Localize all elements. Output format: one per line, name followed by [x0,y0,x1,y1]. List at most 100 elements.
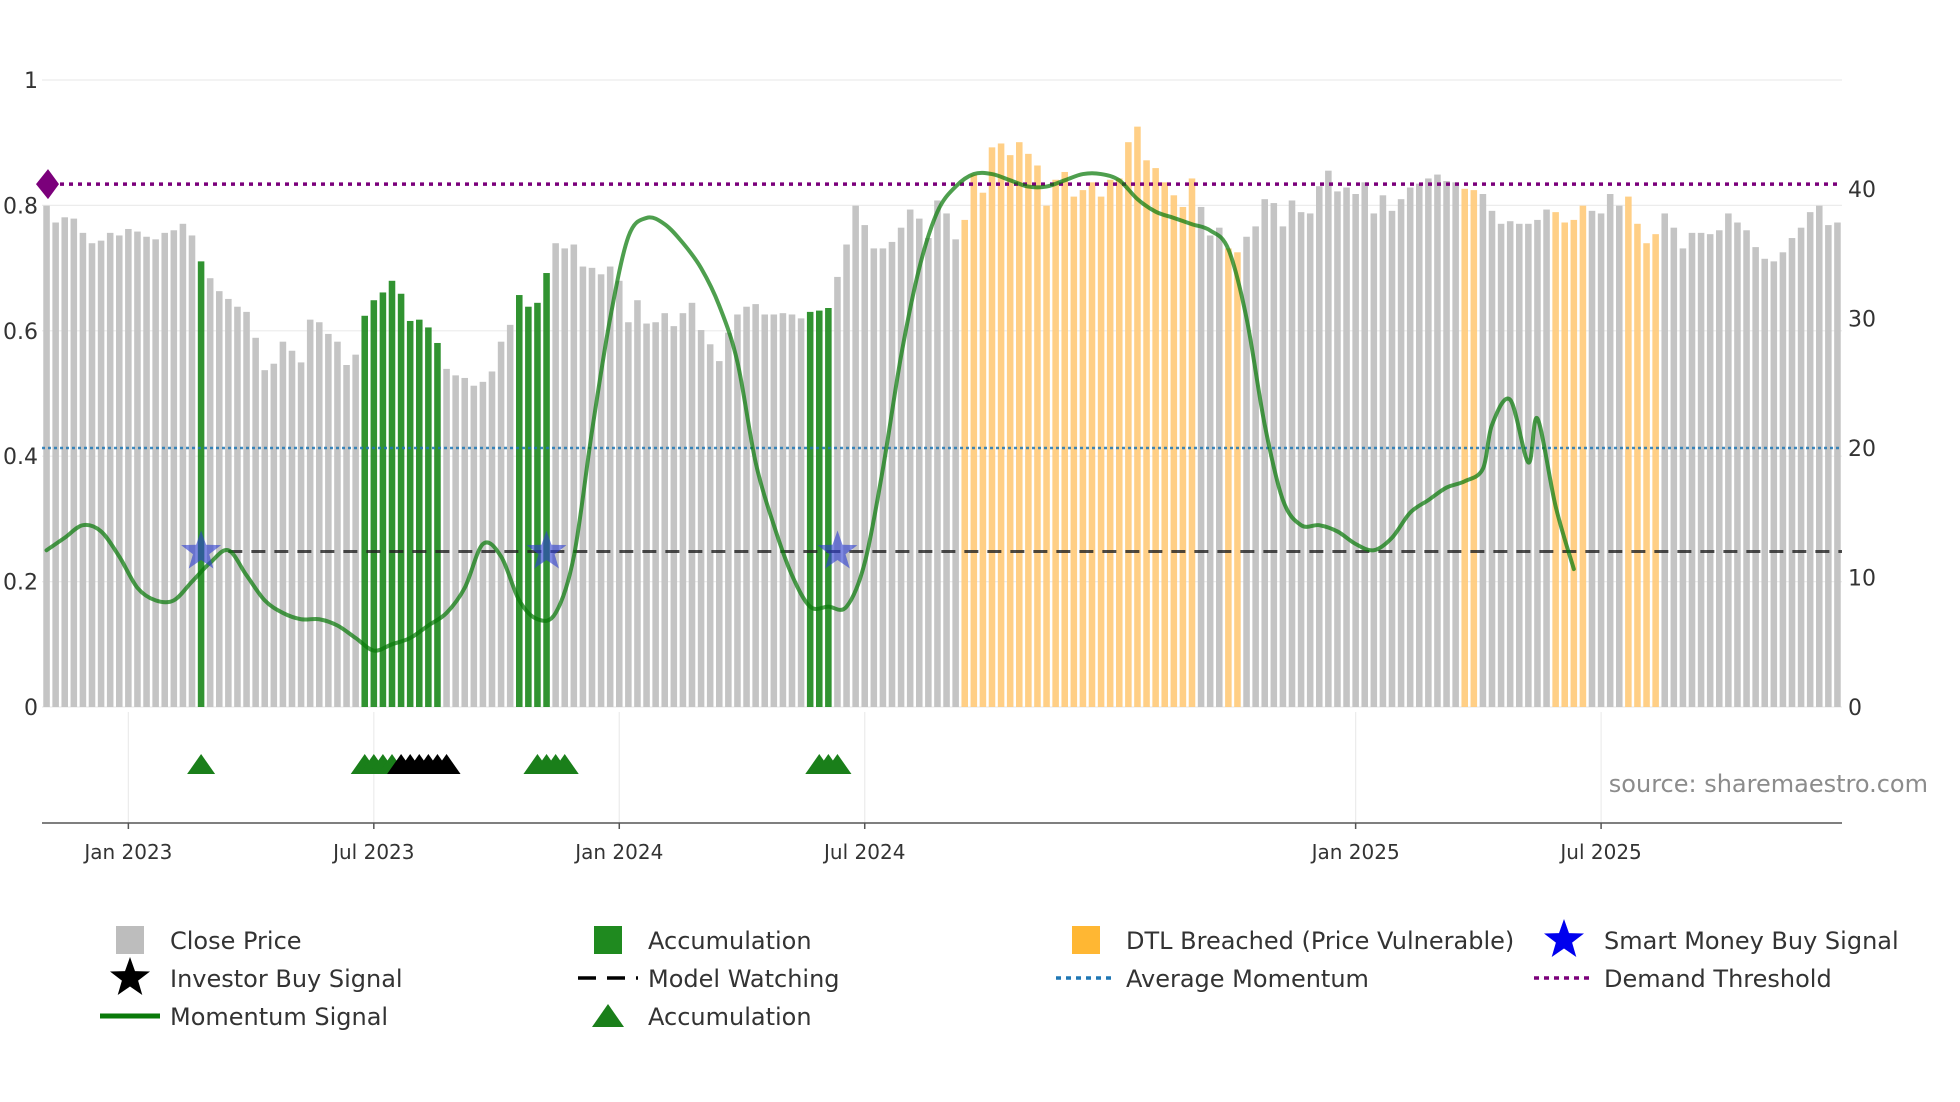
close-price-bar [143,236,150,707]
dtl-breached-bar [1061,171,1068,707]
close-price-bar [1661,213,1668,707]
accumulation-bar [543,273,550,707]
close-price-bar [570,244,578,708]
close-price-bar [1761,258,1768,707]
close-price-bar [561,248,568,707]
close-price-bar [461,377,468,707]
close-price-bar [552,243,559,707]
dtl-breached-bar [1152,168,1159,707]
close-price-bar [1816,205,1823,707]
close-price-bar [725,332,732,707]
accumulation-bar [825,308,832,707]
dtl-breached-bar [1188,178,1196,708]
close-price-bar [652,322,659,707]
dtl-breached-bar [970,174,978,707]
dtl-breached-bar [1561,222,1568,707]
close-price-bar [1488,210,1496,707]
close-price-bar [1706,234,1714,707]
close-price-bar [1825,225,1832,707]
price-bars [43,126,1841,708]
close-price-bar [752,304,759,707]
dtl-breached-bar [1625,196,1632,707]
dtl-breached-bar [1579,205,1587,707]
close-price-bar [1334,191,1341,708]
close-price-bar [934,200,941,707]
accumulation-bar [434,342,441,707]
close-price-bar [97,240,105,708]
close-price-bar [279,341,287,707]
close-price-bar [1297,212,1305,708]
x-tick-label: Jul 2025 [1558,840,1641,864]
close-price-bar [1806,212,1814,708]
legend-label: DTL Breached (Price Vulnerable) [1126,927,1514,955]
accumulation-bar [406,320,414,707]
accumulation-bar [516,295,523,707]
close-price-bar [770,314,778,707]
close-price-bar [352,354,359,707]
legend-item: Investor Buy Signal [110,957,403,995]
close-price-bar [1725,213,1732,707]
close-price-bar [697,330,705,707]
close-price-bar [188,235,196,708]
close-price-bar [70,218,78,707]
close-price-bar [243,311,250,707]
right-tick-label: 10 [1848,566,1876,591]
dtl-breached-bar [1016,142,1023,707]
dtl-breached-bar [1552,212,1559,708]
close-price-bar [706,344,714,707]
legend-item: Accumulation [594,926,812,955]
dtl-breached-bar [1134,126,1141,708]
close-price-bar [334,341,341,707]
close-price-bar [716,361,723,707]
accumulation-bar [370,300,378,707]
close-price-bar [1416,183,1423,708]
close-price-bar [134,231,141,707]
close-price-bar [125,228,132,707]
close-price-bar [1670,227,1678,707]
close-price-bar [1797,227,1805,707]
close-price-bar [343,365,350,707]
accumulation-bar [525,306,532,707]
close-price-bar [734,314,741,707]
close-price-bar [1370,213,1378,707]
close-price-bar [52,222,59,707]
close-price-bar [206,278,214,707]
legend-label: Close Price [170,927,302,955]
left-tick-label: 0.2 [3,571,38,596]
close-price-bar [779,313,787,707]
dtl-breached-bar [1025,153,1032,707]
close-price-bar [1425,178,1432,708]
right-tick-label: 20 [1848,437,1876,462]
investor-buy-triangle [432,754,461,774]
close-price-bar [106,232,114,707]
close-price-bar [470,385,478,707]
dtl-breached-bar [1043,205,1050,707]
dtl-breached-bar [1106,179,1114,707]
close-price-bar [788,314,796,707]
close-price-bar [1434,174,1441,707]
reference-lines [36,169,1842,554]
legend-item: DTL Breached (Price Vulnerable) [1072,926,1514,955]
legend-swatch [116,926,144,954]
close-price-bar [1716,230,1723,708]
close-price-bar [488,371,496,707]
demand-threshold-diamond [36,169,59,200]
close-price-bar [1516,223,1523,707]
legend-label: Smart Money Buy Signal [1604,927,1899,955]
close-price-bar [688,302,696,707]
dtl-breached-bar [1116,178,1123,708]
legend: Close Price Accumulation DTL Breached (Pri… [100,919,1899,1031]
close-price-bar [643,323,650,707]
close-price-bar [661,313,668,707]
left-tick-label: 0 [24,696,38,721]
source-label: source: sharemaestro.com [1609,770,1928,798]
accumulation-bar [197,261,205,707]
close-price-bar [1379,195,1387,707]
close-price-bar [1752,247,1759,707]
close-price-bar [834,276,841,707]
legend-item: Model Watching [578,965,840,993]
accumulation-bar [361,315,368,707]
close-price-bar [943,213,950,707]
dtl-breached-bar [1170,195,1178,707]
